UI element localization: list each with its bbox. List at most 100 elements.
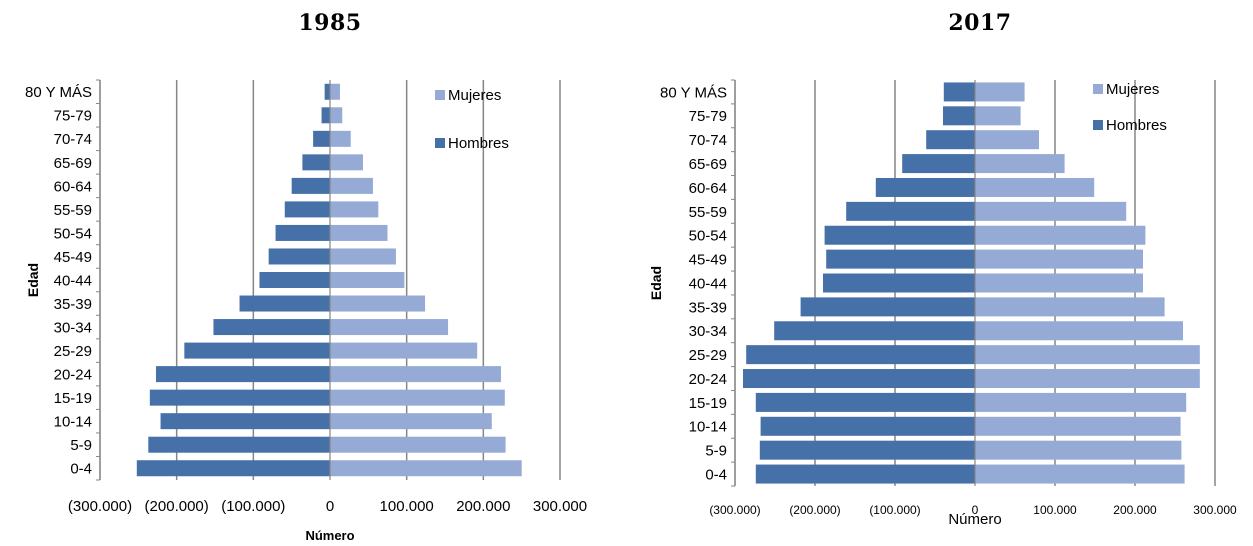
bar-mujeres-20-24 (330, 366, 501, 383)
legend-label-hombres: Hombres (448, 135, 509, 152)
bar-hombres-25-29 (184, 342, 330, 359)
y-tick-label: 60-64 (689, 180, 727, 197)
x-axis-title: Número (948, 511, 1001, 528)
bar-mujeres-80 Y MÁS (330, 83, 340, 100)
bar-mujeres-40-44 (330, 272, 405, 288)
bar-hombres-35-39 (239, 295, 330, 312)
bar-mujeres-45-49 (975, 249, 1143, 269)
y-tick-label: 70-74 (54, 131, 92, 148)
y-tick-label: 75-79 (689, 108, 727, 125)
legend-swatch-mujeres (1093, 84, 1103, 94)
bar-mujeres-60-64 (975, 177, 1095, 197)
y-tick-label: 10-14 (689, 419, 727, 436)
bar-mujeres-0-4 (975, 464, 1185, 484)
bar-mujeres-25-29 (975, 345, 1200, 365)
bar-hombres-40-44 (259, 272, 330, 288)
y-tick-label: 10-14 (54, 414, 92, 431)
bar-mujeres-15-19 (975, 392, 1187, 412)
bar-hombres-45-49 (826, 249, 975, 269)
bar-mujeres-0-4 (330, 460, 522, 477)
x-tick-label: 0 (326, 498, 334, 515)
bar-hombres-60-64 (875, 177, 975, 197)
bar-hombres-30-34 (213, 319, 330, 336)
bar-hombres-40-44 (823, 273, 975, 293)
y-tick-label: 20-24 (54, 367, 92, 384)
bar-mujeres-75-79 (330, 107, 343, 124)
bar-hombres-0-4 (136, 460, 330, 477)
y-tick-label: 35-39 (54, 296, 92, 313)
bar-hombres-0-4 (755, 464, 975, 484)
bar-hombres-75-79 (321, 107, 330, 124)
x-tick-label: 200.000 (456, 498, 510, 515)
bar-hombres-50-54 (275, 224, 330, 241)
bar-mujeres-40-44 (975, 273, 1143, 293)
x-tick-label: (100.000) (869, 503, 920, 517)
x-tick-label: 300.000 (533, 498, 587, 515)
bar-mujeres-65-69 (975, 154, 1065, 174)
bar-mujeres-20-24 (975, 369, 1200, 389)
x-tick-label: 0 (972, 503, 979, 517)
bar-mujeres-15-19 (330, 389, 505, 406)
legend-label-hombres: Hombres (1106, 117, 1167, 134)
x-tick-label: (200.000) (145, 498, 209, 515)
bar-mujeres-30-34 (330, 319, 449, 336)
bar-hombres-5-9 (759, 440, 975, 460)
bar-hombres-60-64 (291, 177, 330, 194)
bar-hombres-65-69 (302, 154, 330, 171)
y-tick-label: 30-34 (689, 323, 727, 340)
y-tick-label: 40-44 (689, 275, 727, 292)
bar-mujeres-35-39 (975, 297, 1165, 317)
bar-hombres-15-19 (755, 392, 975, 412)
chart-title-2017: 2017 (948, 10, 1012, 36)
bar-mujeres-55-59 (975, 201, 1127, 221)
bar-hombres-25-29 (746, 345, 975, 365)
y-tick-label: 45-49 (54, 249, 92, 266)
bar-mujeres-25-29 (330, 342, 478, 359)
bar-mujeres-50-54 (975, 225, 1146, 245)
y-tick-label: 55-59 (689, 204, 727, 221)
bar-hombres-70-74 (926, 130, 975, 150)
y-tick-label: 80 Y MÁS (25, 84, 92, 101)
legend-swatch-mujeres (435, 90, 445, 100)
bar-mujeres-30-34 (975, 321, 1183, 341)
bar-hombres-10-14 (160, 413, 330, 430)
y-tick-label: 0-4 (705, 466, 727, 483)
bar-mujeres-65-69 (330, 154, 363, 171)
bar-hombres-50-54 (824, 225, 975, 245)
y-tick-label: 5-9 (705, 443, 727, 460)
legend-swatch-hombres (1093, 120, 1103, 130)
bar-hombres-10-14 (760, 416, 975, 436)
legend-label-mujeres: Mujeres (448, 87, 501, 104)
bar-mujeres-5-9 (975, 440, 1182, 460)
legend-label-mujeres: Mujeres (1106, 81, 1159, 98)
x-tick-label: 300.000 (1193, 503, 1237, 517)
bar-hombres-5-9 (148, 436, 330, 453)
y-tick-label: 15-19 (54, 390, 92, 407)
y-tick-label: 5-9 (70, 437, 92, 454)
y-tick-label: 65-69 (54, 155, 92, 172)
x-tick-label: (100.000) (221, 498, 285, 515)
bar-hombres-80 Y MÁS (324, 83, 330, 100)
bar-mujeres-80 Y MÁS (975, 82, 1025, 102)
bar-hombres-15-19 (149, 389, 330, 406)
bar-hombres-55-59 (284, 201, 330, 218)
y-tick-label: 25-29 (54, 343, 92, 360)
x-tick-label: 100.000 (1033, 503, 1077, 517)
y-tick-label: 65-69 (689, 156, 727, 173)
y-tick-label: 50-54 (689, 228, 727, 245)
bar-mujeres-10-14 (330, 413, 492, 430)
bar-mujeres-45-49 (330, 248, 396, 265)
y-tick-label: 70-74 (689, 132, 727, 149)
bar-hombres-20-24 (743, 369, 975, 389)
bar-hombres-45-49 (268, 248, 330, 265)
y-tick-label: 25-29 (689, 347, 727, 364)
bar-hombres-80 Y MÁS (943, 82, 975, 102)
bar-hombres-70-74 (313, 130, 330, 147)
x-tick-label: (200.000) (789, 503, 840, 517)
bar-mujeres-10-14 (975, 416, 1181, 436)
bar-mujeres-5-9 (330, 436, 506, 453)
y-tick-label: 35-39 (689, 299, 727, 316)
bar-hombres-35-39 (800, 297, 975, 317)
